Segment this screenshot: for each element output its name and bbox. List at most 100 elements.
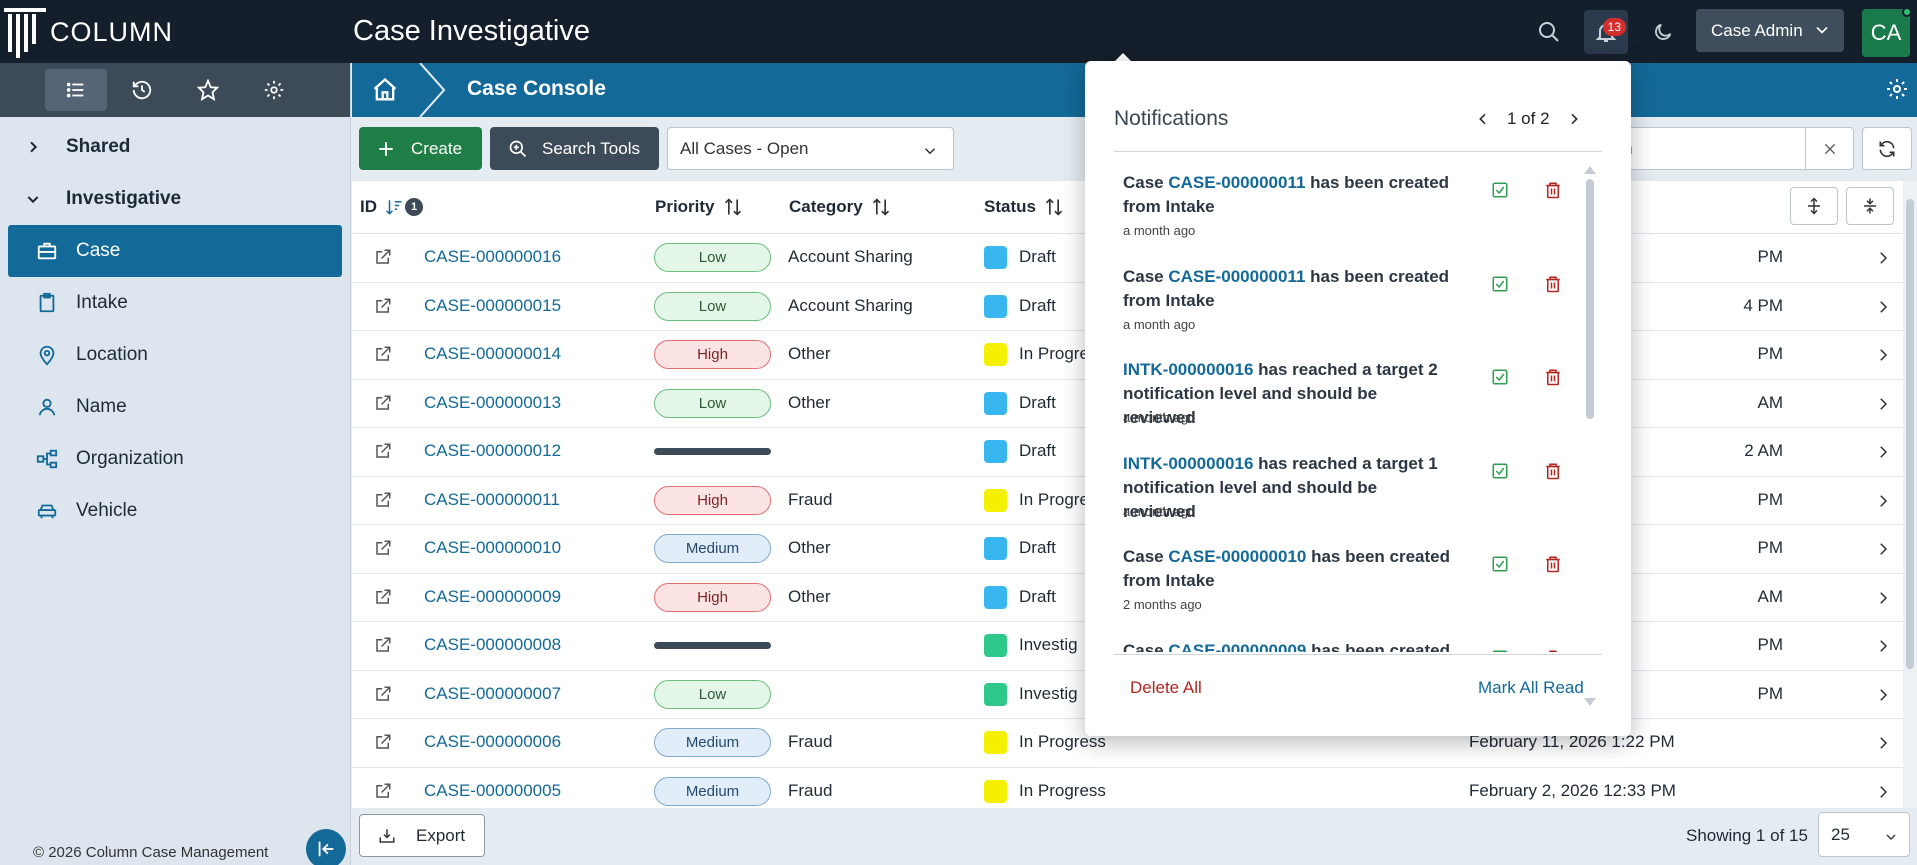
- row-details-button[interactable]: [1874, 298, 1892, 321]
- row-details-button[interactable]: [1874, 783, 1892, 806]
- mark-read-button[interactable]: [1491, 462, 1509, 485]
- expand-rows-button[interactable]: [1790, 187, 1838, 225]
- delete-notification-button[interactable]: [1544, 462, 1562, 485]
- row-details-button[interactable]: [1874, 637, 1892, 660]
- clear-search-button[interactable]: [1805, 127, 1854, 170]
- sidebar-group-investigative[interactable]: Investigative: [0, 173, 350, 225]
- sidebar-group-shared[interactable]: Shared: [0, 121, 350, 173]
- table-row[interactable]: CASE-000000006 Medium Fraud In Progress …: [352, 719, 1903, 768]
- notification-item[interactable]: Case CASE-000000011 has been created fro…: [1114, 162, 1584, 256]
- mark-read-button[interactable]: [1491, 649, 1509, 652]
- notification-item[interactable]: Case CASE-000000009 has been created: [1114, 630, 1584, 652]
- create-button[interactable]: Create: [359, 127, 482, 170]
- open-in-new-button[interactable]: [374, 588, 392, 611]
- case-id-link[interactable]: CASE-000000010: [424, 538, 562, 557]
- table-search-input[interactable]: [1601, 128, 1805, 169]
- case-id-link[interactable]: CASE-000000015: [424, 295, 562, 315]
- open-in-new-button[interactable]: [374, 782, 392, 805]
- mark-read-button[interactable]: [1491, 275, 1509, 298]
- case-id-link[interactable]: CASE-000000006: [424, 732, 562, 751]
- scroll-up-icon[interactable]: [1583, 165, 1597, 175]
- sidebar-item-location[interactable]: Location: [8, 329, 342, 381]
- home-button[interactable]: [352, 63, 418, 117]
- row-details-button[interactable]: [1874, 249, 1892, 272]
- delete-all-button[interactable]: Delete All: [1130, 678, 1202, 697]
- row-details-button[interactable]: [1874, 492, 1892, 515]
- row-details-button[interactable]: [1874, 734, 1892, 757]
- case-id-link[interactable]: CASE-000000008: [424, 635, 562, 654]
- notification-item[interactable]: Case CASE-000000011 has been created fro…: [1114, 256, 1584, 350]
- row-details-button[interactable]: [1874, 443, 1892, 466]
- export-button[interactable]: Export: [359, 814, 485, 857]
- history-button[interactable]: [111, 69, 173, 111]
- open-in-new-button[interactable]: [374, 491, 392, 514]
- delete-notification-button[interactable]: [1544, 368, 1562, 391]
- open-in-new-button[interactable]: [374, 442, 392, 465]
- user-menu-button[interactable]: Case Admin: [1696, 9, 1844, 52]
- sidebar-item-organization[interactable]: Organization: [8, 433, 342, 485]
- favorites-button[interactable]: [177, 69, 239, 111]
- page-settings-button[interactable]: [1885, 77, 1909, 106]
- table-row[interactable]: CASE-000000010 Medium Other Draft PM: [352, 525, 1903, 574]
- sidebar-item-vehicle[interactable]: Vehicle: [8, 485, 342, 537]
- menu-view-button[interactable]: [45, 69, 107, 111]
- sidebar-item-intake[interactable]: Intake: [8, 277, 342, 329]
- search-button[interactable]: [1527, 10, 1571, 54]
- refresh-button[interactable]: [1862, 127, 1912, 170]
- column-header-status[interactable]: Status: [984, 197, 1064, 217]
- theme-toggle-button[interactable]: [1641, 10, 1685, 54]
- delete-notification-button[interactable]: [1544, 649, 1562, 652]
- table-scrollbar[interactable]: [1903, 181, 1917, 808]
- search-tools-button[interactable]: Search Tools: [490, 127, 659, 170]
- collapse-sidebar-button[interactable]: [306, 829, 346, 865]
- column-header-priority[interactable]: Priority: [655, 197, 743, 217]
- mark-read-button[interactable]: [1491, 555, 1509, 578]
- column-header-category[interactable]: Category: [789, 197, 891, 217]
- open-in-new-button[interactable]: [374, 394, 392, 417]
- next-page-icon[interactable]: [1566, 111, 1582, 127]
- row-details-button[interactable]: [1874, 589, 1892, 612]
- column-header-id[interactable]: ID 1: [360, 197, 423, 217]
- notification-link[interactable]: CASE-000000011: [1168, 266, 1306, 286]
- mark-read-button[interactable]: [1491, 181, 1509, 204]
- notifications-scrollbar[interactable]: [1583, 165, 1597, 706]
- open-in-new-button[interactable]: [374, 636, 392, 659]
- delete-notification-button[interactable]: [1544, 555, 1562, 578]
- case-id-link[interactable]: CASE-000000014: [424, 344, 562, 363]
- scroll-down-icon[interactable]: [1583, 697, 1597, 707]
- avatar[interactable]: CA: [1862, 7, 1912, 57]
- open-in-new-button[interactable]: [374, 248, 392, 271]
- row-details-button[interactable]: [1874, 686, 1892, 709]
- table-search-field[interactable]: [1600, 127, 1806, 170]
- notifications-button[interactable]: 13: [1584, 10, 1628, 54]
- table-scrollbar-thumb[interactable]: [1906, 199, 1914, 669]
- page-size-select[interactable]: 25: [1818, 812, 1910, 857]
- notification-link[interactable]: CASE-000000011: [1168, 173, 1306, 192]
- open-in-new-button[interactable]: [374, 345, 392, 368]
- table-row[interactable]: CASE-000000005 Medium Fraud In Progress …: [352, 768, 1903, 809]
- delete-notification-button[interactable]: [1544, 275, 1562, 298]
- notifications-scrollbar-thumb[interactable]: [1586, 179, 1594, 419]
- case-id-link[interactable]: CASE-000000007: [424, 683, 562, 703]
- case-id-link[interactable]: CASE-000000011: [424, 489, 560, 509]
- case-id-link[interactable]: CASE-000000009: [424, 586, 562, 606]
- table-row[interactable]: CASE-000000016 Low Account Sharing Draft…: [352, 234, 1903, 283]
- delete-notification-button[interactable]: [1544, 181, 1562, 204]
- case-id-link[interactable]: CASE-000000016: [424, 247, 562, 266]
- open-in-new-button[interactable]: [374, 685, 392, 708]
- mark-read-button[interactable]: [1491, 368, 1509, 391]
- notification-item[interactable]: Case CASE-000000010 has been created fro…: [1114, 536, 1584, 630]
- row-details-button[interactable]: [1874, 346, 1892, 369]
- open-in-new-button[interactable]: [374, 539, 392, 562]
- notification-item[interactable]: INTK-000000016 has reached a target 1 no…: [1114, 443, 1584, 537]
- notification-item[interactable]: INTK-000000016 has reached a target 2 no…: [1114, 349, 1584, 443]
- open-in-new-button[interactable]: [374, 733, 392, 756]
- mark-all-read-button[interactable]: Mark All Read: [1478, 678, 1584, 697]
- row-details-button[interactable]: [1874, 395, 1892, 418]
- case-id-link[interactable]: CASE-000000012: [424, 441, 562, 460]
- collapse-rows-button[interactable]: [1846, 187, 1894, 225]
- notification-link[interactable]: CASE-000000010: [1168, 547, 1307, 566]
- row-details-button[interactable]: [1874, 540, 1892, 563]
- case-id-link[interactable]: CASE-000000013: [424, 392, 562, 412]
- case-filter-select[interactable]: All Cases - Open: [667, 127, 954, 170]
